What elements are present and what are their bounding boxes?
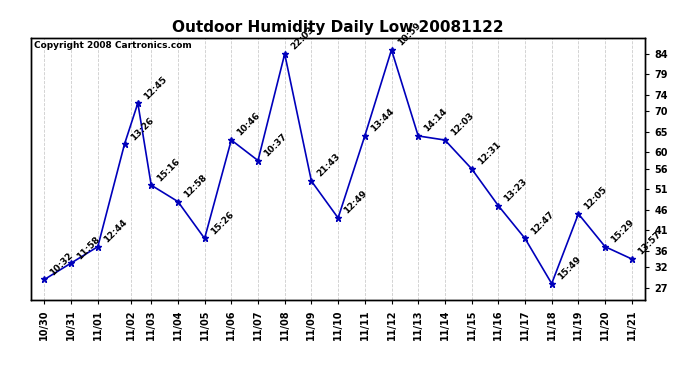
Text: 11:58: 11:58 xyxy=(75,234,102,261)
Text: 13:26: 13:26 xyxy=(128,116,155,142)
Text: 15:26: 15:26 xyxy=(209,210,235,236)
Text: 13:44: 13:44 xyxy=(369,107,396,134)
Text: 21:43: 21:43 xyxy=(315,152,342,179)
Text: 12:44: 12:44 xyxy=(102,218,129,244)
Text: 12:45: 12:45 xyxy=(142,74,169,101)
Text: 12:49: 12:49 xyxy=(342,189,369,216)
Text: 12:47: 12:47 xyxy=(529,210,556,236)
Text: 12:58: 12:58 xyxy=(182,173,208,200)
Text: 12:05: 12:05 xyxy=(582,185,609,212)
Text: 10:59: 10:59 xyxy=(395,21,422,48)
Text: 10:32: 10:32 xyxy=(48,251,75,278)
Text: 15:29: 15:29 xyxy=(609,218,636,244)
Text: 22:03: 22:03 xyxy=(289,25,315,52)
Text: 12:03: 12:03 xyxy=(449,111,475,138)
Text: 13:23: 13:23 xyxy=(502,177,529,204)
Text: 14:14: 14:14 xyxy=(422,107,449,134)
Text: 13:57: 13:57 xyxy=(636,230,662,257)
Text: 10:46: 10:46 xyxy=(235,111,262,138)
Text: Copyright 2008 Cartronics.com: Copyright 2008 Cartronics.com xyxy=(34,42,192,51)
Title: Outdoor Humidity Daily Low 20081122: Outdoor Humidity Daily Low 20081122 xyxy=(172,20,504,35)
Text: 10:37: 10:37 xyxy=(262,132,289,158)
Text: 12:31: 12:31 xyxy=(476,140,502,166)
Text: 15:16: 15:16 xyxy=(155,156,182,183)
Text: 15:49: 15:49 xyxy=(556,255,582,281)
